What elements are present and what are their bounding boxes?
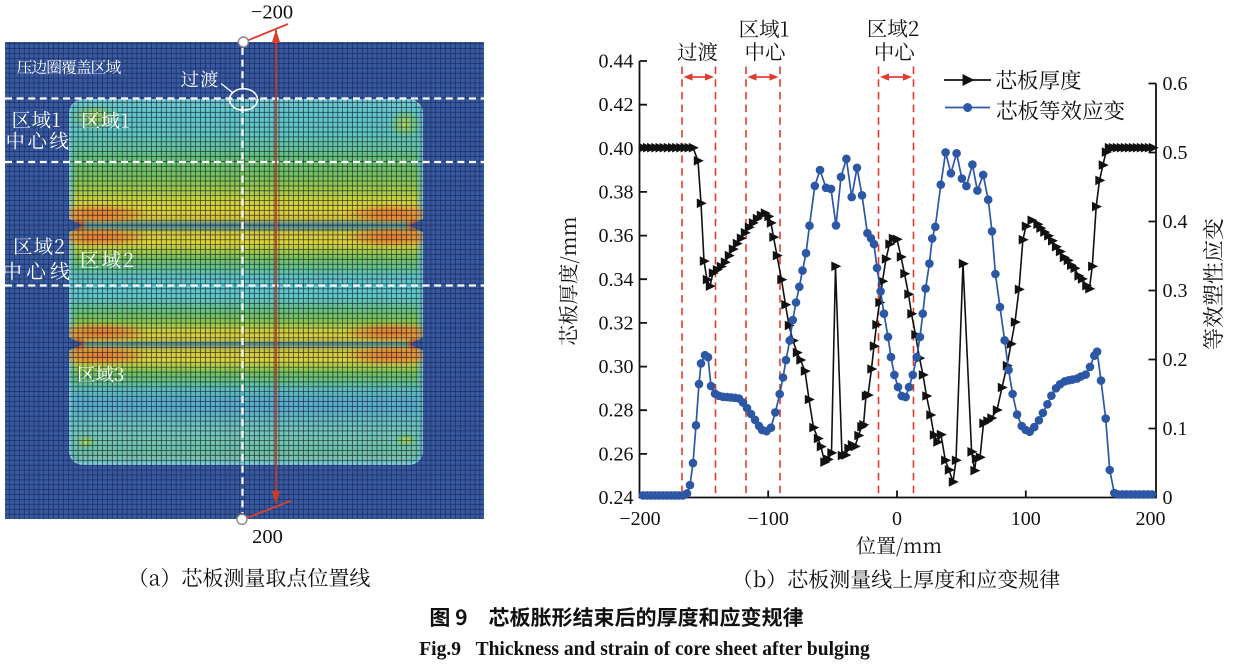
svg-text:200: 200 <box>1136 508 1166 530</box>
svg-text:0: 0 <box>892 508 902 530</box>
svg-text:0.3: 0.3 <box>1163 280 1188 302</box>
svg-text:100: 100 <box>1011 508 1041 530</box>
svg-text:200: 200 <box>252 526 283 548</box>
svg-text:Fig.9 Thickness and strain o: Fig.9 Thickness and strain of core sheet… <box>419 639 870 660</box>
svg-text:0.40: 0.40 <box>599 138 634 160</box>
svg-text:0.38: 0.38 <box>599 181 634 203</box>
svg-text:0.34: 0.34 <box>599 269 634 291</box>
svg-text:0.32: 0.32 <box>599 312 634 334</box>
svg-text:−100: −100 <box>748 508 789 530</box>
svg-text:−200: −200 <box>619 508 660 530</box>
svg-text:0.4: 0.4 <box>1163 211 1188 233</box>
svg-text:0.42: 0.42 <box>599 94 634 116</box>
svg-text:0.28: 0.28 <box>599 400 634 422</box>
svg-text:0.36: 0.36 <box>599 225 634 247</box>
svg-text:0.2: 0.2 <box>1163 349 1188 371</box>
svg-text:0.5: 0.5 <box>1163 142 1188 164</box>
svg-text:0: 0 <box>1163 487 1173 509</box>
svg-text:0.1: 0.1 <box>1163 418 1188 440</box>
svg-text:0.44: 0.44 <box>599 51 634 73</box>
svg-text:−200: −200 <box>251 2 293 24</box>
svg-text:0.26: 0.26 <box>599 443 634 465</box>
svg-text:0.24: 0.24 <box>599 487 634 509</box>
svg-text:0.30: 0.30 <box>599 356 634 378</box>
svg-text:0.6: 0.6 <box>1163 73 1188 95</box>
